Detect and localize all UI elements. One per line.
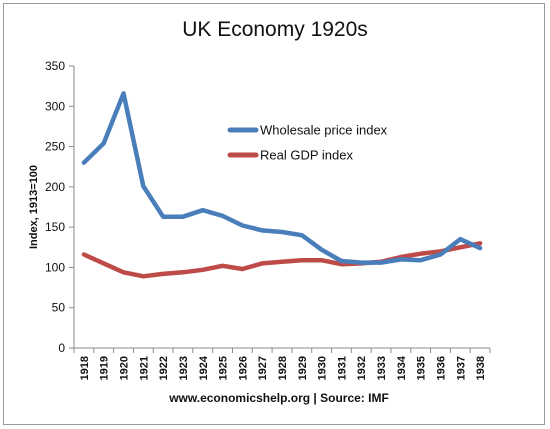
y-tick-label: 200 — [45, 180, 65, 194]
wholesale-price-index-line — [81, 91, 483, 265]
x-tick-label: 1920 — [119, 356, 131, 380]
x-axis: 1918 1919 1920 1921 1922 1923 1924 1925 1926 1927… — [73, 347, 491, 380]
x-tick-label: 1936 — [435, 356, 447, 380]
x-tick-label: 1937 — [455, 356, 467, 380]
y-tick-label: 250 — [45, 140, 65, 154]
x-tick-label: 1935 — [416, 356, 428, 380]
chart-title: UK Economy 1920s — [182, 18, 368, 41]
legend-label-wholesale-price-index: Wholesale price index — [260, 123, 388, 138]
x-tick-label: 1918 — [79, 356, 91, 380]
y-tick-label: 350 — [45, 59, 65, 73]
x-tick-label: 1931 — [336, 356, 348, 380]
chart-frame — [3, 3, 545, 425]
x-tick-label: 1921 — [138, 356, 150, 380]
y-tick-label: 300 — [45, 99, 65, 113]
x-tick-label: 1929 — [297, 356, 309, 380]
y-axis: 0 50 100 150 200 250 300 350 — [45, 59, 75, 355]
x-tick-label: 1927 — [257, 356, 269, 380]
x-tick-label: 1926 — [237, 356, 249, 380]
x-tick-label: 1924 — [198, 355, 210, 380]
x-tick-label: 1933 — [376, 356, 388, 380]
real-gdp-index-line — [81, 241, 483, 279]
x-tick-label: 1919 — [99, 356, 111, 380]
x-tick-label: 1923 — [178, 356, 190, 380]
x-tick-label: 1938 — [475, 356, 487, 380]
legend: Wholesale price index Real GDP index — [227, 123, 388, 163]
y-tick-label: 50 — [52, 301, 66, 315]
x-tick-label: 1928 — [277, 356, 289, 380]
x-tick-label: 1930 — [317, 356, 329, 380]
y-tick-label: 100 — [45, 260, 65, 274]
x-tick-label: 1932 — [356, 356, 368, 380]
y-tick-label: 150 — [45, 220, 65, 234]
x-tick-label: 1922 — [158, 356, 170, 380]
y-axis-title: Index, 1913=100 — [28, 165, 40, 249]
y-tick-label: 0 — [58, 341, 65, 355]
x-tick-label: 1934 — [396, 355, 408, 380]
x-tick-label: 1925 — [218, 356, 230, 380]
legend-label-real-gdp-index: Real GDP index — [260, 148, 353, 163]
source-note: www.economicshelp.org | Source: IMF — [168, 391, 389, 405]
series-lines — [81, 91, 483, 279]
